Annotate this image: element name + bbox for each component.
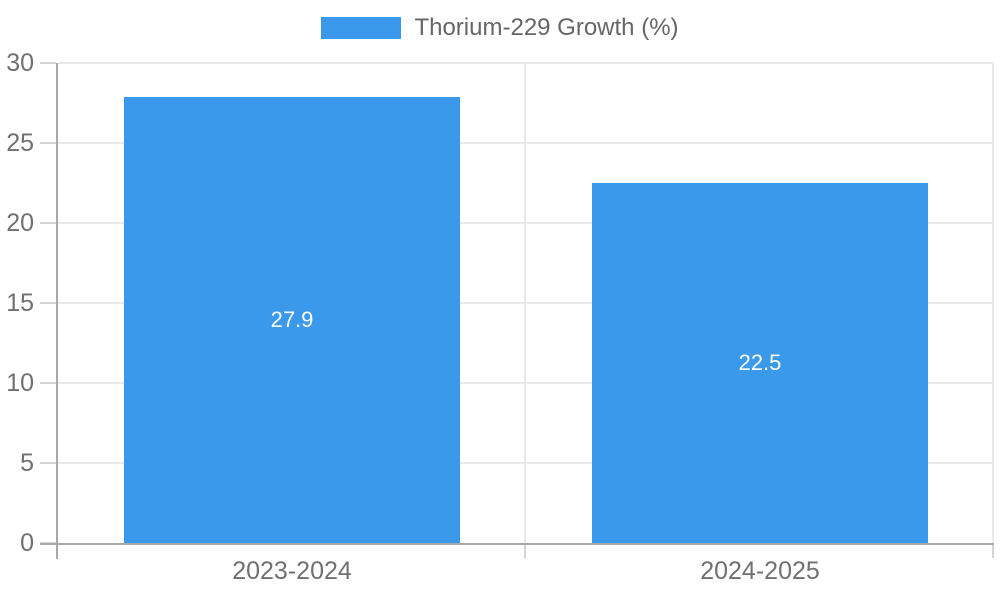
y-tick-mark — [40, 222, 56, 224]
legend-label: Thorium-229 Growth (%) — [414, 14, 679, 41]
y-tick-mark — [40, 462, 56, 464]
bar-value-label: 22.5 — [738, 350, 782, 375]
y-tick-label: 15 — [6, 289, 34, 317]
x-tick-label: 2023-2024 — [232, 557, 352, 585]
y-tick-label: 20 — [6, 209, 34, 237]
x-tick-label: 2024-2025 — [700, 557, 820, 585]
x-tick-mark — [524, 543, 526, 558]
gridline — [58, 382, 994, 384]
y-tick-mark — [40, 62, 56, 64]
legend-item[interactable]: Thorium-229 Growth (%) — [321, 14, 679, 42]
y-tick-mark — [40, 382, 56, 384]
y-tick-mark — [40, 142, 56, 144]
y-tick-label: 25 — [6, 129, 34, 157]
gridline — [58, 302, 994, 304]
y-tick-label: 0 — [20, 529, 34, 557]
gridline — [58, 142, 994, 144]
y-tick-label: 5 — [20, 449, 34, 477]
y-tick-label: 10 — [6, 369, 34, 397]
legend: Thorium-229 Growth (%) — [0, 14, 1000, 42]
bar[interactable] — [123, 96, 461, 543]
bar-value-label: 27.9 — [270, 306, 314, 332]
y-tick-mark — [40, 302, 56, 304]
x-tick-mark — [992, 543, 994, 558]
x-axis-line — [40, 543, 994, 545]
y-axis-line — [56, 63, 58, 559]
gridline — [58, 222, 994, 224]
y-tick-label: 30 — [6, 49, 34, 77]
gridline — [992, 63, 994, 543]
gridline — [58, 462, 994, 464]
legend-swatch — [321, 17, 402, 39]
bar[interactable] — [591, 183, 929, 543]
plot-area: 0 5 10 15 20 25 30 27.9 2023-2024 22.5 2024-2025 — [6, 49, 994, 585]
gridline — [58, 62, 994, 64]
gridline — [524, 63, 526, 543]
